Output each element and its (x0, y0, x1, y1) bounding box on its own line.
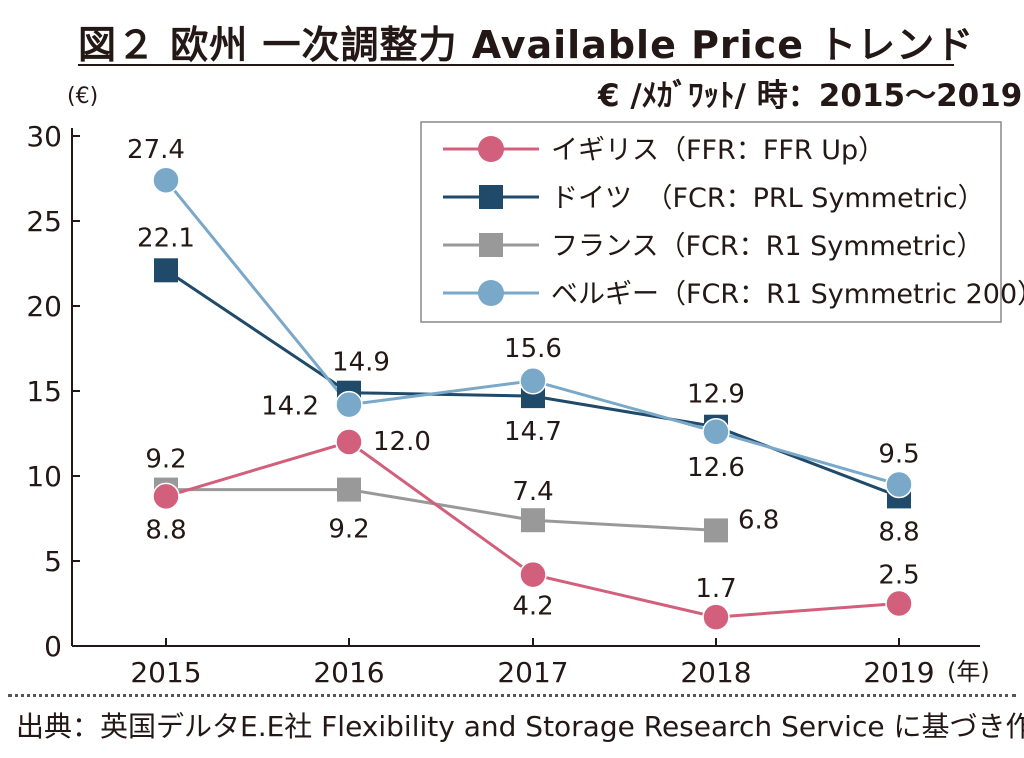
legend-label: ドイツ （FCR：PRL Symmetric） (551, 183, 985, 214)
data-label: 12.9 (687, 380, 745, 410)
data-label: 14.7 (504, 417, 562, 447)
data-point (335, 390, 363, 419)
data-label: 9.5 (878, 440, 919, 470)
y-tick-label: 5 (44, 545, 62, 578)
data-label: 6.8 (738, 505, 779, 535)
unit-subtitle: € /ﾒｶﾞﾜｯﾄ/ 時：2015〜2019 (598, 78, 1023, 114)
data-label: 9.2 (328, 515, 369, 545)
x-tick-label: 2015 (130, 656, 201, 689)
data-label: 22.1 (137, 223, 195, 253)
data-point (702, 418, 730, 446)
data-label: 1.7 (695, 574, 736, 604)
data-point (885, 589, 913, 618)
title-underline (78, 64, 954, 66)
x-tick-label: 2018 (680, 656, 751, 689)
y-axis-label: (€) (67, 84, 99, 109)
source-note: 出典：英国デルタE.E社 Flexibility and Storage Res… (16, 710, 1024, 743)
data-point (154, 258, 178, 283)
series-line (166, 488, 717, 532)
legend-box (420, 121, 1002, 323)
data-label: 2.5 (878, 561, 919, 591)
y-tick-label: 0 (44, 630, 62, 663)
x-tick-label: 2016 (313, 656, 384, 689)
line-chart: 0 5 10 15 20 25 30 2015 2016 2017 2018 2019 12.0 4.2 1… (26, 120, 1024, 689)
x-tick-label: 2017 (497, 656, 568, 689)
y-tick-label: 15 (26, 375, 62, 408)
data-label: 14.9 (332, 348, 390, 378)
data-label: 27.4 (127, 135, 185, 165)
data-point (521, 508, 545, 533)
data-label: 12.0 (373, 427, 431, 457)
legend-marker (479, 185, 503, 209)
data-point (335, 428, 363, 456)
data-point (885, 470, 913, 499)
data-point (702, 603, 730, 631)
legend-marker (479, 233, 503, 257)
legend-label: フランス（FCR：R1 Symmetric） (551, 231, 984, 262)
y-tick-label: 25 (26, 205, 62, 238)
data-point (704, 518, 728, 543)
data-point (152, 166, 180, 194)
legend-label: ベルギー（FCR：R1 Symmetric 200） (551, 279, 1024, 310)
x-axis-label: (年) (947, 658, 990, 686)
data-label: 12.6 (687, 453, 745, 483)
data-point (152, 482, 180, 511)
data-point (519, 367, 547, 395)
data-label: 8.8 (878, 517, 919, 547)
legend-label: イギリス（FFR：FFR Up） (551, 135, 885, 166)
x-tick-label: 2019 (863, 656, 934, 689)
data-point (519, 560, 547, 589)
data-label: 15.6 (504, 334, 562, 364)
data-label: 4.2 (512, 592, 553, 622)
data-label: 8.8 (145, 515, 186, 545)
legend-marker (478, 136, 504, 162)
data-label: 7.4 (512, 477, 553, 507)
legend-marker (478, 280, 504, 306)
data-label: 14.2 (261, 392, 319, 422)
y-tick-label: 20 (26, 290, 62, 323)
footer-divider (8, 694, 1016, 697)
y-tick-label: 30 (26, 120, 62, 153)
y-tick-label: 10 (26, 460, 62, 493)
data-point (337, 477, 361, 502)
data-label: 9.2 (145, 445, 186, 475)
chart-title: 図２ 欧州 一次調整力 Available Price トレンド (78, 23, 975, 67)
